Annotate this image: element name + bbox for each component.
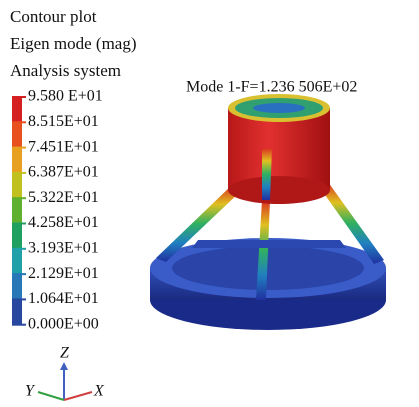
header-line: Contour plot	[10, 7, 97, 26]
legend-swatch	[12, 248, 22, 275]
legend-label: 9.580 E+01	[28, 88, 103, 105]
legend-label: 0.000E+00	[28, 315, 99, 332]
brace	[192, 240, 346, 248]
header-line: Eigen mode (mag)	[10, 34, 137, 53]
z-arrow	[60, 362, 68, 370]
header: Contour plot Eigen mode (mag) Analysis sys…	[10, 7, 137, 80]
x-axis	[63, 391, 93, 401]
legend-label: 7.451E+01	[28, 138, 99, 155]
header-line: Analysis system	[10, 61, 121, 80]
axis-triad: Z Y X	[25, 345, 105, 401]
legend-swatch	[12, 122, 22, 149]
legend-label: 6.387E+01	[28, 164, 99, 181]
strut	[318, 182, 384, 264]
legend-label: 5.322E+01	[28, 189, 99, 206]
legend-swatch	[12, 274, 22, 300]
z-label: Z	[60, 345, 70, 362]
legend-swatch	[12, 223, 22, 250]
legend-label: 2.129E+01	[28, 265, 99, 282]
legend-swatch	[12, 198, 22, 224]
legend-swatch	[12, 172, 22, 199]
strut	[156, 185, 242, 262]
y-label: Y	[25, 383, 36, 400]
legend-label: 1.064E+01	[28, 290, 99, 307]
strut	[262, 148, 272, 200]
legend-swatch	[12, 299, 22, 326]
model	[150, 94, 386, 330]
legend-label: 8.515E+01	[28, 113, 99, 130]
cylinder-core	[253, 103, 305, 113]
y-axis	[37, 391, 65, 401]
base-inner	[172, 246, 364, 290]
x-label: X	[93, 383, 105, 400]
strut	[256, 200, 270, 300]
legend-label: 3.193E+01	[28, 239, 99, 256]
legend-swatch	[12, 97, 22, 123]
cylinder-bottom	[228, 176, 330, 204]
legend-label: 4.258E+01	[28, 214, 99, 231]
color-legend: 9.580 E+01 8.515E+01 7.451E+01 6.387E+01 5.3…	[12, 88, 103, 332]
mode-label: Mode 1-F=1.236 506E+02	[186, 79, 357, 96]
legend-swatch	[12, 147, 22, 174]
